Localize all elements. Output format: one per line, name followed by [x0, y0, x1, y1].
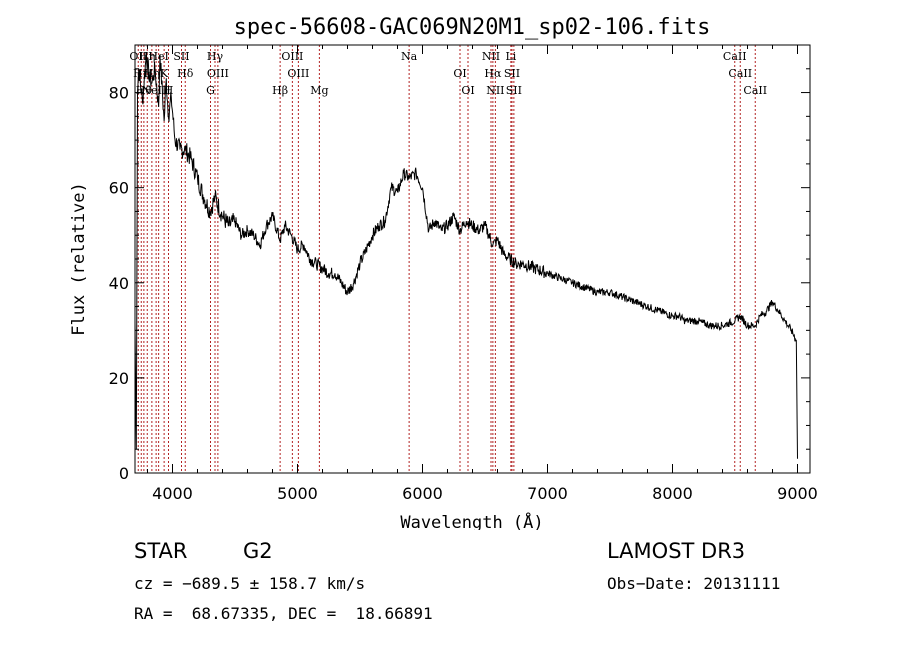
class-label: STAR — [134, 539, 188, 563]
plot-frame — [134, 44, 811, 474]
line-label: CaII — [743, 84, 767, 97]
obs-date-text: Obs−Date: 20131111 — [607, 574, 781, 593]
line-label: OI — [461, 84, 474, 97]
chart-title: spec-56608-GAC069N20M1_sp02-106.fits — [234, 15, 711, 40]
spectral-line-labels: OIIHηHθHηHηNeIIIHeIKHSIIHδGHγOIIIHβOIIIO… — [129, 50, 767, 97]
line-label: SII — [504, 67, 520, 80]
y-tick-label: 60 — [109, 179, 129, 198]
x-tick-label: 5000 — [277, 484, 318, 503]
line-label: SII — [506, 84, 522, 97]
line-label: Hβ — [272, 84, 288, 97]
line-label: Hγ — [207, 50, 224, 63]
line-label: OIII — [207, 67, 229, 80]
line-label: OIII — [287, 67, 309, 80]
spectrum-chart: spec-56608-GAC069N20M1_sp02-106.fits OII… — [69, 15, 818, 530]
x-axis-label: Wavelength (Å) — [400, 511, 543, 530]
line-label: NII — [486, 84, 504, 97]
line-label: Mg — [310, 84, 328, 97]
spectral-line-markers — [137, 45, 756, 473]
line-label: CaII — [728, 67, 752, 80]
y-axis-label: Flux (relative) — [69, 182, 89, 336]
survey-label: LAMOST DR3 — [607, 539, 746, 563]
line-label: Na — [401, 50, 418, 63]
line-label: H — [164, 84, 174, 97]
line-label: Li — [505, 50, 516, 63]
x-tick-label: 4000 — [152, 484, 193, 503]
y-tick-label: 20 — [109, 369, 129, 388]
x-tick-label: 9000 — [777, 484, 818, 503]
x-tick-label: 6000 — [402, 484, 443, 503]
line-label: Hδ — [177, 67, 194, 80]
line-label: CaII — [723, 50, 747, 63]
line-label: Hη — [139, 50, 155, 63]
line-label: OI — [453, 67, 466, 80]
line-label: K — [160, 67, 169, 80]
line-label: Hθ — [136, 84, 153, 97]
y-tick-label: 0 — [119, 464, 129, 483]
coordinates-text: RA = 68.67335, DEC = 18.66891 — [134, 604, 433, 623]
redshift-text: cz = −689.5 ± 158.7 km/s — [134, 574, 366, 593]
line-label: Hα — [484, 67, 502, 80]
subclass-label: G2 — [243, 539, 273, 563]
y-tick-label: 40 — [109, 274, 129, 293]
y-axis: 0 20 40 60 80 — [109, 68, 810, 483]
spectrum-series — [134, 54, 798, 459]
line-label: Hη — [144, 67, 160, 80]
line-label: NeIII — [142, 84, 171, 97]
x-tick-label: 7000 — [527, 484, 568, 503]
line-label: OIII — [281, 50, 303, 63]
y-tick-label: 80 — [109, 84, 129, 103]
x-tick-label: 8000 — [652, 484, 693, 503]
line-label: G — [206, 84, 215, 97]
line-label: NII — [482, 50, 500, 63]
x-axis: 4000 5000 6000 7000 8000 9000 — [147, 45, 818, 503]
line-label: HeI — [148, 50, 168, 63]
line-label: OII — [129, 50, 147, 63]
line-label: SII — [173, 50, 189, 63]
spectrum-line — [134, 54, 798, 459]
